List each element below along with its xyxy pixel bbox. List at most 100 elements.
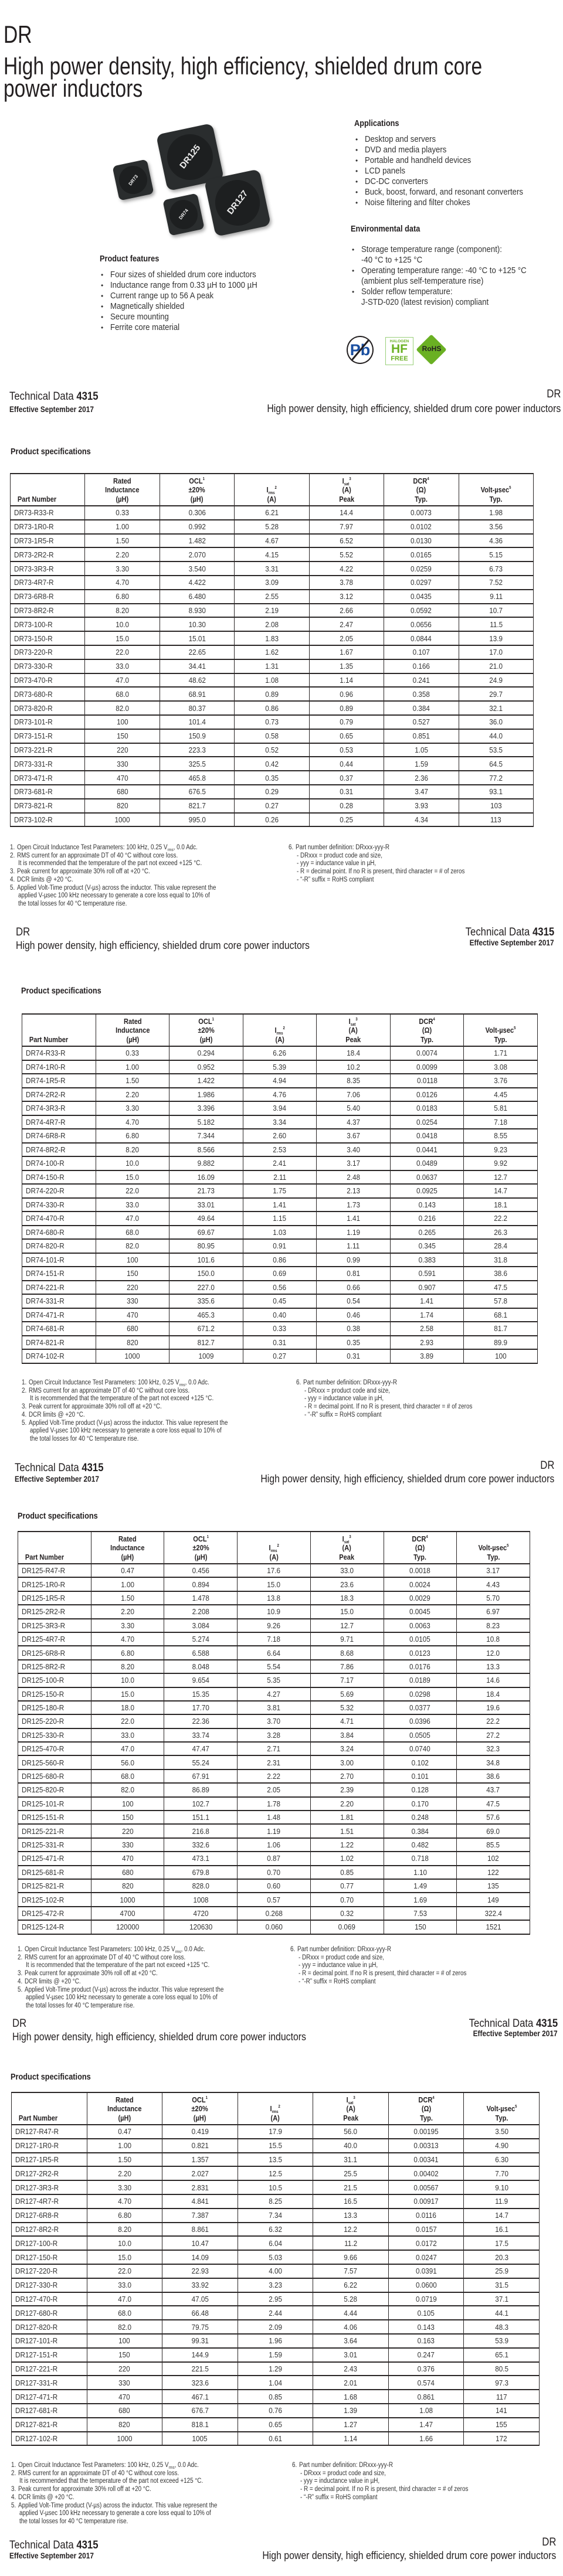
cell-ocl: 80.95 [169, 1238, 243, 1254]
cell-irms: 0.76 [237, 2403, 314, 2418]
cell-isat: 1.67 [308, 644, 385, 660]
cell-isat: 0.35 [316, 1335, 391, 1350]
cell-dcr: 0.0740 [383, 1741, 457, 1757]
footnote-line: - R = decimal point. If no R is present,… [304, 1403, 473, 1411]
cell-irms: 0.58 [234, 728, 310, 744]
cell-isat: 7.86 [310, 1659, 384, 1675]
cell-part: DR127-221-R [11, 2361, 87, 2377]
cell-isat: 3.00 [310, 1755, 384, 1770]
cell-irms: 0.45 [242, 1294, 317, 1309]
product-image: DR125 DR73 DR74 DR127 [108, 120, 279, 237]
cell-isat: 11.2 [313, 2235, 389, 2251]
cell-part: DR74-470-R [22, 1211, 96, 1226]
cell-irms: 0.73 [234, 714, 310, 730]
cell-irms: 2.41 [242, 1156, 317, 1171]
cell-dcr: 0.0441 [389, 1142, 464, 1157]
cell-ocl: 818.1 [162, 2417, 238, 2432]
cell-dcr: 0.0123 [383, 1645, 457, 1660]
title-series: DR [4, 21, 32, 48]
cell-part: DR125-100-R [18, 1673, 91, 1688]
cell-ocl: 2.831 [162, 2180, 238, 2195]
table-row: DR127-101-R 100 99.31 1.96 3.64 0.163 53.9 [11, 2333, 540, 2349]
cell-rated: 150 [90, 1810, 165, 1825]
cell-rated: 6.80 [90, 1645, 165, 1660]
cell-ocl: 7.344 [169, 1128, 243, 1144]
table-row: DR125-472-R 4700 4720 0.268 0.32 7.53 322.4 [18, 1905, 530, 1921]
cell-ocl: 227.0 [169, 1280, 243, 1295]
cell-volt: 3.56 [458, 519, 534, 535]
table-row: DR125-8R2-R 8.20 8.048 5.54 7.86 0.0176 13.3 [18, 1659, 530, 1675]
cell-rated: 820 [84, 798, 160, 814]
table-row: DR127-3R3-R 3.30 2.831 10.5 21.5 0.00567 9.10 [11, 2180, 540, 2195]
table-row: DR127-8R2-R 8.20 8.861 6.32 12.2 0.0157 16.1 [11, 2221, 540, 2237]
cell-ocl: 0.419 [162, 2124, 238, 2139]
cell-isat: 3.24 [310, 1741, 384, 1757]
cell-isat: 0.54 [316, 1294, 391, 1309]
cell-irms: 1.03 [242, 1224, 317, 1240]
cell-volt: 32.3 [456, 1741, 530, 1757]
cell-dcr: 0.101 [383, 1768, 457, 1784]
running-header-3: Technical Data 4315 Effective September … [15, 1459, 554, 1491]
cell-dcr: 0.0297 [384, 574, 459, 590]
cell-dcr: 3.93 [384, 798, 459, 814]
series-name: DR [546, 388, 561, 400]
column-header-isat: Isat3 (A) Peak [313, 2092, 389, 2125]
cell-ocl: 323.6 [162, 2375, 238, 2391]
cell-ocl: 55.24 [164, 1755, 238, 1770]
notes-left: 1. Open Circuit Inductance Test Parameter… [10, 844, 250, 908]
cell-isat: 7.17 [310, 1673, 384, 1688]
cell-irms: 2.19 [234, 603, 310, 618]
cell-dcr: 0.0259 [384, 561, 459, 576]
cell-ocl: 671.2 [169, 1321, 243, 1336]
cell-irms: 4.15 [234, 547, 310, 563]
cell-isat: 31.1 [313, 2152, 389, 2167]
cell-irms: 12.5 [237, 2166, 314, 2182]
cell-ocl: 0.294 [169, 1046, 243, 1061]
cell-part: DR125-470-R [18, 1741, 91, 1757]
column-header-ocl: OCL1 ±20% (µH) [159, 473, 235, 506]
cell-volt: 7.70 [463, 2166, 540, 2182]
cell-volt: 31.8 [463, 1252, 538, 1267]
cell-isat: 4.22 [308, 561, 385, 576]
cell-ocl: 14.09 [162, 2250, 238, 2265]
column-header-part: Part Number [18, 1531, 91, 1564]
cell-part: DR127-151-R [11, 2347, 87, 2363]
cell-irms: 1.48 [237, 1810, 311, 1825]
series-subtitle: High power density, high efficiency, shi… [262, 2550, 556, 2561]
cell-volt: 97.3 [463, 2375, 540, 2391]
cell-part: DR73-471-R [9, 770, 86, 785]
cell-dcr: 150 [383, 1920, 457, 1935]
cell-irms: 0.61 [237, 2431, 314, 2446]
cell-ocl: 48.62 [159, 672, 235, 688]
cell-isat: 5.69 [310, 1686, 384, 1702]
title-line-1: High power density, high efficiency, shi… [4, 52, 483, 80]
inductor-dr74: DR74 [162, 193, 205, 236]
cell-dcr: 0.482 [383, 1837, 457, 1853]
cell-rated: 47.0 [95, 1211, 170, 1226]
product-specifications-heading: Product specifications [11, 2072, 91, 2082]
cell-irms: 5.28 [234, 519, 310, 535]
cell-rated: 22.0 [90, 1714, 165, 1729]
cell-irms: 0.52 [234, 742, 310, 758]
cell-isat: 8.68 [310, 1645, 384, 1660]
notes-right: 6. Part number definition: DRxxx-yyy-R - D… [292, 2462, 496, 2502]
cell-part: DR74-1R0-R [22, 1059, 96, 1074]
list-item: Buck, boost, forward, and resonant conve… [354, 187, 545, 198]
cell-isat: 0.89 [308, 700, 385, 716]
cell-dcr: 0.216 [389, 1211, 464, 1226]
cell-dcr: 0.0844 [384, 631, 459, 646]
cell-part: DR125-1R5-R [18, 1590, 91, 1606]
table-header-row: Part Number Rated Inductance (µH) OCL1 ±20% (µ… [22, 1013, 538, 1047]
cell-part: DR127-102-R [11, 2431, 87, 2446]
cell-irms: 2.31 [237, 1755, 311, 1770]
cell-isat: 1.11 [316, 1238, 391, 1254]
cell-ocl: 0.894 [164, 1577, 238, 1592]
cell-part: DR125-180-R [18, 1700, 91, 1716]
cell-irms: 0.33 [242, 1321, 317, 1336]
footnote-line: applied V-µsec 100 kHz necessary to gene… [30, 1427, 222, 1435]
cell-rated: 1.00 [86, 2138, 163, 2153]
cell-isat: 21.5 [313, 2180, 389, 2195]
cell-ocl: 0.456 [164, 1563, 238, 1578]
cell-isat: 3.64 [313, 2333, 389, 2349]
cell-isat: 14.4 [308, 505, 385, 520]
